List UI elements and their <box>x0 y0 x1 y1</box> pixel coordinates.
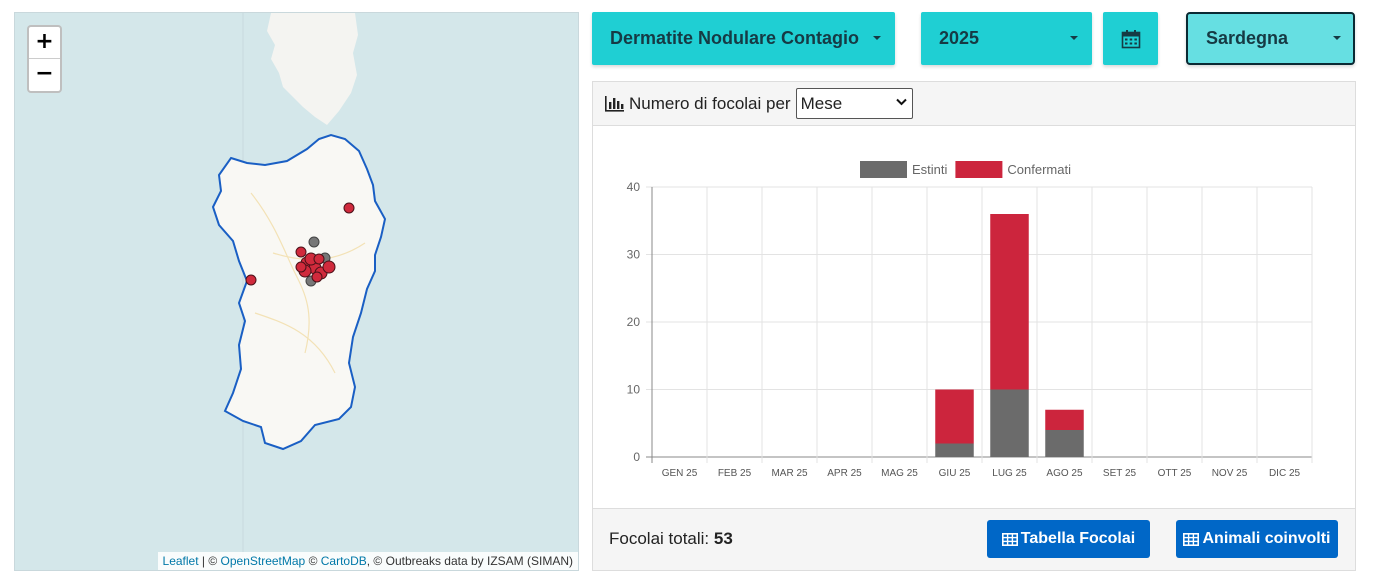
bar-estinti <box>935 443 974 457</box>
focolai-bar-chart: 0 10 20 30 40 GEN 25 FEB 25 MAR 25 APR 25 MAG 25 G… <box>627 161 1313 479</box>
bar-confermati <box>990 214 1029 390</box>
chevron-down-icon <box>873 36 881 40</box>
legend-swatch-estinti <box>860 161 907 178</box>
y-tick-label: 40 <box>627 180 641 194</box>
y-tick-label: 20 <box>627 315 641 329</box>
total-value: 53 <box>713 529 733 548</box>
tabella-focolai-button[interactable]: Tabella Focolai <box>987 520 1150 558</box>
y-tick-label: 0 <box>633 450 640 464</box>
chevron-down-icon <box>1070 36 1078 40</box>
total-outbreaks: Focolai totali: 53 <box>609 529 733 549</box>
period-select-value: Mese <box>800 93 843 113</box>
x-tick-label: LUG 25 <box>992 468 1027 479</box>
chart-header-label: Numero di focolai per <box>629 93 791 113</box>
period-select[interactable]: Mese <box>795 88 913 119</box>
attribution-rest: , © Outbreaks data by IZSAM (SIMAN) <box>366 554 573 568</box>
chart-panel-header: Numero di focolai per Mese <box>593 82 1355 126</box>
x-tick-label: APR 25 <box>827 468 862 479</box>
year-dropdown[interactable]: 2025 <box>921 12 1092 65</box>
calendar-icon <box>1121 29 1140 48</box>
total-label: Focolai totali: <box>609 529 710 548</box>
outbreak-markers[interactable] <box>245 202 355 287</box>
x-tick-label: NOV 25 <box>1212 468 1248 479</box>
y-tick-label: 10 <box>627 383 641 397</box>
osm-link[interactable]: OpenStreetMap <box>220 554 306 568</box>
x-tick-label: MAR 25 <box>771 468 808 479</box>
chart-panel: Numero di focolai per Mese 0 10 20 30 40 GEN … <box>592 81 1356 571</box>
region-dropdown[interactable]: Sardegna <box>1186 12 1355 65</box>
x-tick-label: FEB 25 <box>718 468 752 479</box>
chevron-down-icon <box>1333 36 1341 40</box>
x-tick-label: DIC 25 <box>1269 468 1301 479</box>
map-attribution: Leaflet | © OpenStreetMap © CartoDB, © O… <box>157 552 578 570</box>
chevron-down-icon <box>895 98 907 106</box>
legend-label-confermati: Confermati <box>1007 162 1071 177</box>
x-tick-label: GEN 25 <box>662 468 698 479</box>
bar-chart-icon <box>605 95 624 112</box>
zoom-control: + − <box>27 25 62 93</box>
animali-coinvolti-label: Animali coinvolti <box>1202 530 1331 547</box>
x-tick-label: GIU 25 <box>939 468 971 479</box>
y-tick-label: 30 <box>627 248 641 262</box>
region-dropdown-label: Sardegna <box>1206 28 1289 48</box>
carto-link[interactable]: CartoDB <box>320 554 367 568</box>
bar-confermati <box>935 389 974 444</box>
table-icon <box>1183 532 1200 546</box>
bar-confermati <box>1045 409 1084 430</box>
chart-panel-footer: Focolai totali: 53 Tabella Focolai Anima… <box>593 508 1355 570</box>
map-canvas[interactable] <box>15 13 579 571</box>
zoom-out-button[interactable]: − <box>35 61 54 86</box>
disease-dropdown[interactable]: Dermatite Nodulare Contagio <box>592 12 895 65</box>
leaflet-link[interactable]: Leaflet <box>162 554 199 568</box>
year-dropdown-label: 2025 <box>939 28 980 48</box>
x-tick-label: OTT 25 <box>1158 468 1192 479</box>
attribution-sep2: © <box>305 554 321 568</box>
corsica-land <box>267 13 358 125</box>
calendar-button[interactable] <box>1103 12 1158 65</box>
zoom-in-button[interactable]: + <box>29 27 60 59</box>
map-view[interactable]: + − Leaflet | © OpenStreetMap © CartoDB,… <box>14 12 579 571</box>
animali-coinvolti-button[interactable]: Animali coinvolti <box>1176 520 1338 558</box>
table-icon <box>1001 532 1018 546</box>
legend-label-estinti: Estinti <box>912 162 948 177</box>
attribution-sep1: | © <box>198 554 221 568</box>
disease-dropdown-label: Dermatite Nodulare Contagio <box>610 28 860 48</box>
x-tick-label: MAG 25 <box>881 468 918 479</box>
legend-swatch-confermati <box>955 161 1003 178</box>
bar-estinti <box>1045 430 1084 457</box>
sardinia-land <box>211 133 387 451</box>
bar-estinti <box>990 389 1029 457</box>
x-tick-label: AGO 25 <box>1046 468 1083 479</box>
tabella-focolai-label: Tabella Focolai <box>1020 530 1136 547</box>
x-tick-label: SET 25 <box>1103 468 1137 479</box>
